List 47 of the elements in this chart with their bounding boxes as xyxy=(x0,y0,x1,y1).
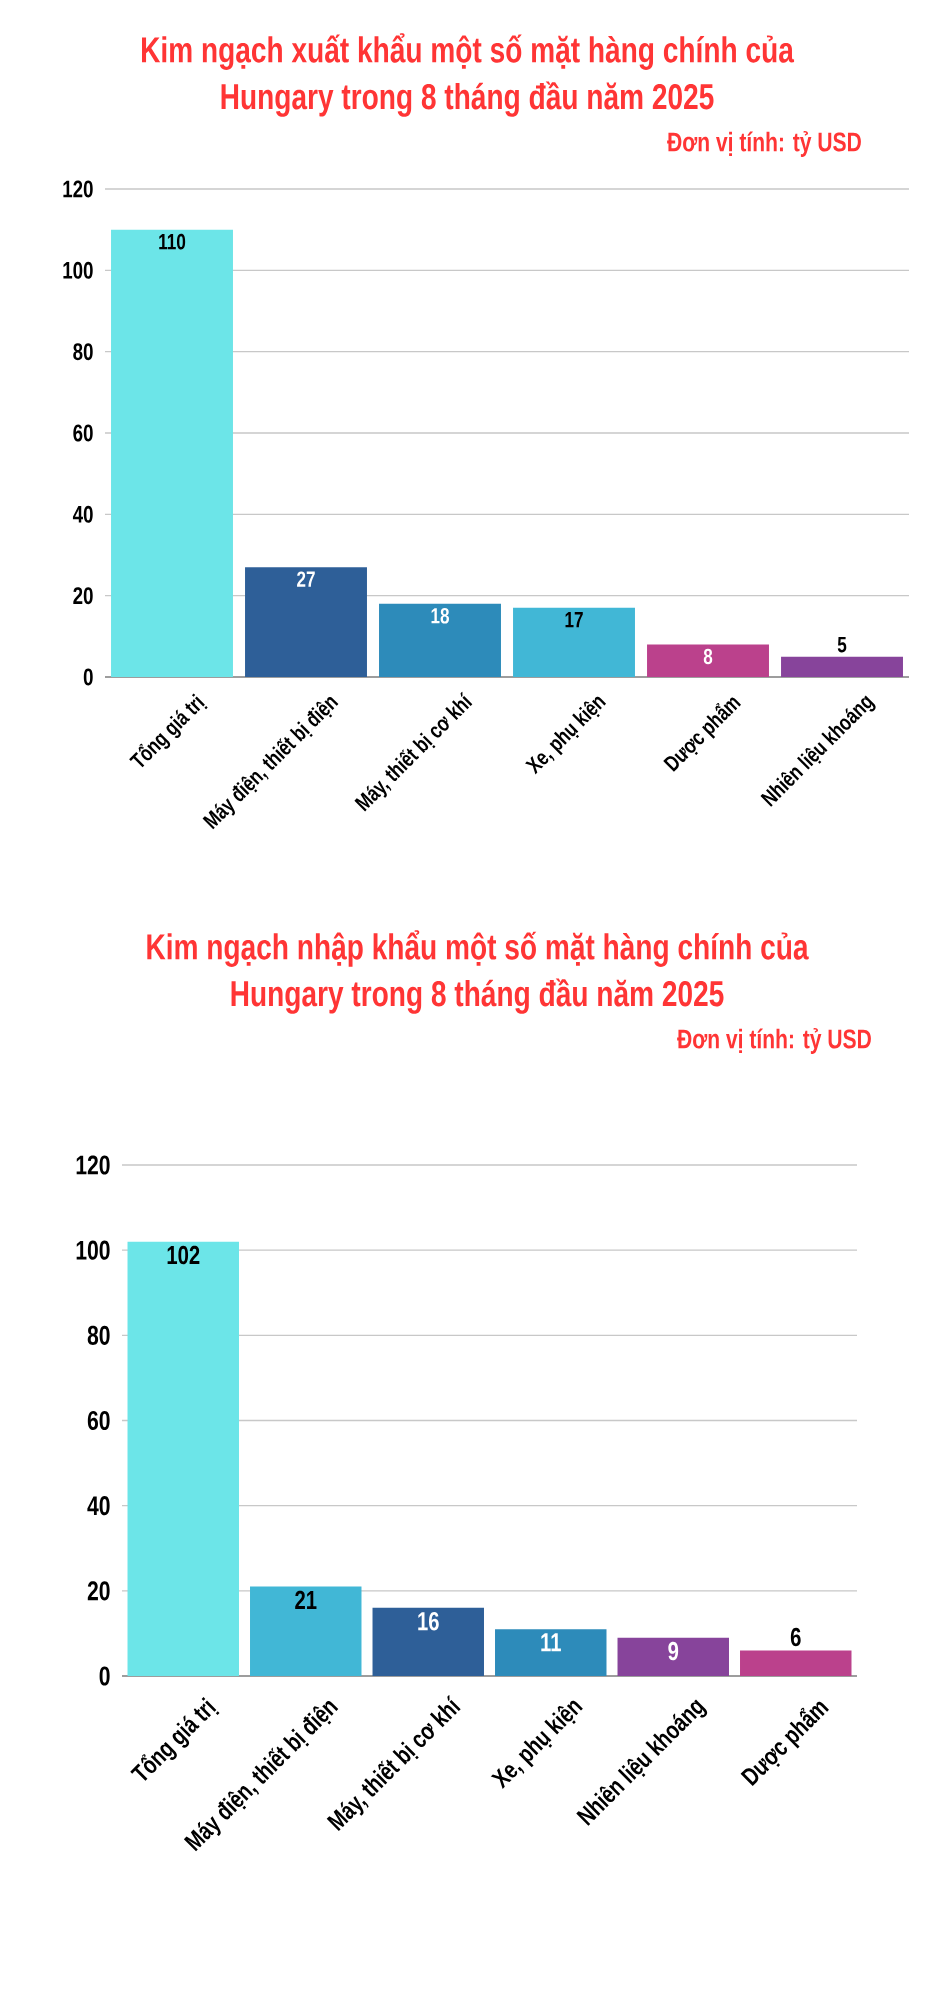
y-tick-label: 120 xyxy=(63,180,93,198)
data-label: 9 xyxy=(668,1641,679,1661)
bar xyxy=(647,644,769,677)
y-tick-label: 100 xyxy=(63,261,93,279)
y-tick-label: 80 xyxy=(73,343,93,361)
data-label: 5 xyxy=(837,637,847,653)
chart-title: Kim ngạch nhập khẩu một số mặt hàng chính của Hungary trong 8 tháng đầu năm 2025 xyxy=(147,930,809,1014)
chart-subtitle: Đơn vị tính: tỷ USD xyxy=(667,131,861,157)
y-tick-label: 60 xyxy=(87,1410,110,1431)
bar xyxy=(245,567,367,677)
bar xyxy=(250,1586,362,1676)
bar xyxy=(740,1650,852,1676)
x-tick-label: Xe, phụ kiện xyxy=(490,1700,583,1789)
bar xyxy=(379,603,501,677)
bar xyxy=(111,229,233,677)
y-tick-label: 40 xyxy=(87,1496,110,1516)
bar xyxy=(617,1637,729,1676)
data-label: 102 xyxy=(167,1245,200,1265)
data-label: 11 xyxy=(541,1633,561,1652)
bar xyxy=(372,1607,484,1676)
chart-subtitle: Đơn vị tính: tỷ USD xyxy=(677,1028,871,1054)
y-tick-label: 120 xyxy=(76,1155,110,1175)
data-label: 27 xyxy=(297,571,315,587)
data-label: 8 xyxy=(703,648,713,665)
data-label: 21 xyxy=(295,1590,317,1609)
data-label: 16 xyxy=(418,1612,439,1631)
data-label: 18 xyxy=(431,607,450,624)
y-tick-label: 80 xyxy=(87,1325,110,1345)
bar xyxy=(127,1241,239,1676)
x-tick-label: Xe, phụ kiện xyxy=(525,696,607,775)
y-tick-label: 40 xyxy=(72,505,93,523)
bar xyxy=(781,656,903,677)
y-tick-label: 0 xyxy=(83,668,93,686)
bar xyxy=(513,607,635,677)
bar xyxy=(495,1629,607,1676)
data-label: 6 xyxy=(790,1627,801,1647)
y-tick-label: 20 xyxy=(87,1581,110,1601)
x-tick-label: Máy, thiết bị cơ khí xyxy=(354,691,473,812)
y-tick-label: 0 xyxy=(99,1666,110,1686)
y-tick-label: 20 xyxy=(73,587,93,605)
chart-title: Kim ngạch xuất khẩu một số mặt hàng chính của Hungary trong 8 tháng đầu năm 2025 xyxy=(142,33,795,117)
data-label: 17 xyxy=(565,612,583,628)
x-tick-label: Tổng giá trị xyxy=(129,693,208,768)
data-label: 110 xyxy=(159,233,186,250)
y-tick-label: 60 xyxy=(73,424,93,442)
y-tick-label: 100 xyxy=(76,1240,110,1260)
x-tick-label: Tổng giá trị xyxy=(130,1697,220,1781)
